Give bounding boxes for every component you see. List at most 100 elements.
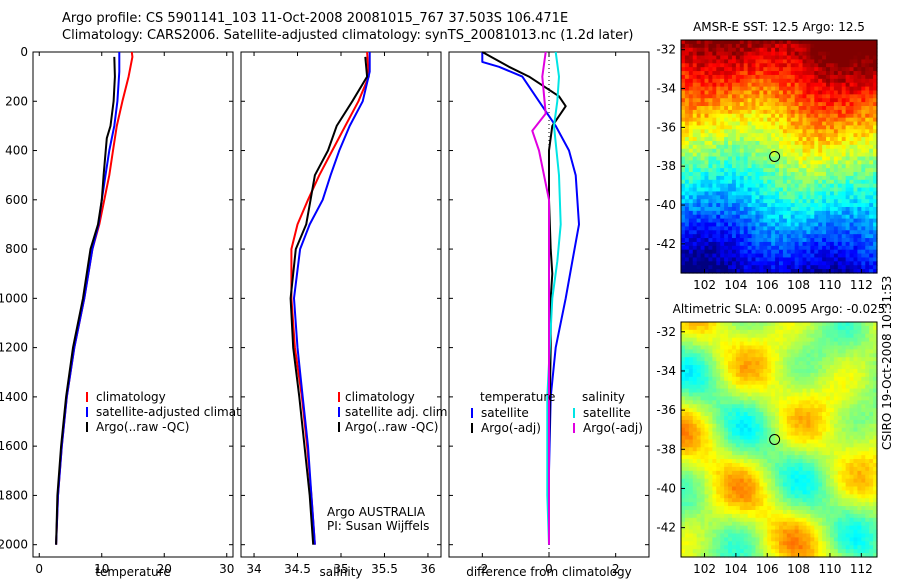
sla-heatmap-cell [786, 408, 792, 413]
sla-heatmap-cell [798, 423, 804, 429]
sst-heatmap-cell [829, 63, 835, 68]
sla-heatmap-cell [790, 451, 796, 456]
sla-heatmap-cell [747, 396, 753, 401]
sla-heatmap-cell [786, 357, 792, 362]
sla-heatmap-cell [814, 419, 819, 425]
sst-heatmap-cell [684, 90, 690, 95]
sst-heatmap-cell [857, 203, 862, 208]
sst-heatmap-cell [755, 113, 760, 119]
sla-heatmap-cell [873, 388, 878, 394]
sla-heatmap-cell [716, 329, 721, 335]
sla-heatmap-cell [794, 447, 800, 452]
sst-heatmap-cell [747, 102, 753, 107]
sst-heatmap-cell [681, 109, 686, 115]
sst-heatmap-cell [771, 98, 776, 103]
sst-heatmap-cell [818, 230, 823, 235]
sla-heatmap-cell [829, 337, 835, 343]
sla-heatmap-cell [837, 392, 843, 398]
sst-heatmap-cell [735, 121, 741, 127]
sla-heatmap-cell [869, 329, 874, 335]
sst-heatmap-cell [853, 199, 858, 204]
sla-heatmap-cell [849, 372, 855, 378]
sst-heatmap-cell [728, 106, 733, 111]
sst-heatmap-cell [759, 230, 764, 235]
sla-heatmap-cell [841, 435, 847, 441]
sla-heatmap-cell [798, 329, 804, 335]
sst-heatmap-cell [763, 249, 768, 255]
sla-heatmap-cell [829, 369, 835, 374]
sla-heatmap-cell [779, 427, 784, 433]
sst-heatmap-cell [826, 241, 831, 247]
sla-heatmap-cell [853, 435, 858, 441]
sst-heatmap-cell [786, 238, 792, 243]
sst-heatmap-cell [779, 238, 784, 243]
sst-heatmap-cell [747, 160, 753, 165]
sst-heatmap-cell [704, 218, 710, 224]
sst-heatmap-cell [724, 63, 729, 68]
sla-heatmap-cell [704, 337, 710, 343]
sst-heatmap-cell [755, 51, 760, 57]
sla-heatmap-cell [802, 357, 808, 362]
sst-heatmap-cell [837, 195, 843, 200]
sst-heatmap-cell [771, 265, 776, 270]
sst-heatmap-cell [782, 222, 788, 227]
sst-heatmap-cell [728, 172, 733, 177]
sla-heatmap-cell [724, 435, 729, 441]
sst-heatmap-cell [794, 137, 800, 142]
sst-heatmap-cell [869, 67, 874, 72]
sst-heatmap-cell [869, 218, 874, 224]
sst-heatmap-cell [806, 137, 811, 142]
sst-heatmap-cell [829, 144, 835, 150]
sst-heatmap-cell [739, 55, 745, 61]
sst-heatmap-cell [794, 203, 800, 208]
sst-heatmap-cell [700, 265, 706, 270]
sst-heatmap-cell [712, 214, 717, 220]
sst-heatmap-cell [779, 257, 784, 262]
sla-heatmap-cell [731, 365, 737, 370]
sst-heatmap-cell [873, 261, 878, 266]
sst-heatmap-cell [724, 82, 729, 88]
sst-heatmap-cell [873, 218, 878, 224]
sst-heatmap-cell [731, 47, 737, 53]
sst-heatmap-cell [720, 82, 725, 88]
sst-heatmap-cell [759, 74, 764, 80]
sst-heatmap-cell [775, 238, 780, 243]
sla-heatmap-cell [720, 341, 725, 347]
sla-heatmap-cell [692, 337, 698, 343]
sst-heatmap-cell [700, 203, 706, 208]
sst-heatmap-cell [728, 183, 733, 189]
sla-heatmap-cell [700, 337, 706, 343]
sst-heatmap-cell [845, 137, 851, 142]
sst-heatmap-cell [779, 98, 784, 103]
sla-heatmap-cell [704, 408, 710, 413]
sla-heatmap-cell [833, 416, 839, 421]
sla-heatmap-cell [802, 361, 808, 366]
sst-heatmap-cell [755, 245, 760, 251]
sst-heatmap-cell [712, 129, 717, 134]
sst-heatmap-cell [845, 59, 851, 64]
sst-heatmap-cell [700, 113, 706, 119]
sst-heatmap-cell [747, 71, 753, 76]
sst-heatmap-cell [865, 199, 870, 204]
sla-heatmap-cell [782, 345, 788, 351]
sst-heatmap-cell [747, 106, 753, 111]
sla-heatmap-cell [786, 404, 792, 409]
sla-heatmap-cell [826, 431, 831, 437]
sla-heatmap-cell [829, 361, 835, 366]
sst-heatmap-cell [849, 218, 855, 224]
sst-heatmap-cell [786, 78, 792, 84]
sla-heatmap-cell [814, 435, 819, 441]
sst-heatmap-cell [728, 125, 733, 130]
sst-heatmap-cell [724, 226, 729, 231]
sst-heatmap-cell [692, 206, 698, 212]
sst-heatmap-cell [767, 90, 772, 95]
sst-heatmap-cell [873, 140, 878, 146]
sst-heatmap-cell [712, 183, 717, 189]
sst-heatmap-cell [720, 214, 725, 220]
sst-heatmap-cell [755, 78, 760, 84]
sla-heatmap-cell [869, 322, 874, 327]
sst-heatmap-cell [853, 109, 858, 115]
sst-heatmap-cell [712, 226, 717, 231]
sst-heatmap-cell [790, 183, 796, 189]
sst-heatmap-cell [849, 265, 855, 270]
